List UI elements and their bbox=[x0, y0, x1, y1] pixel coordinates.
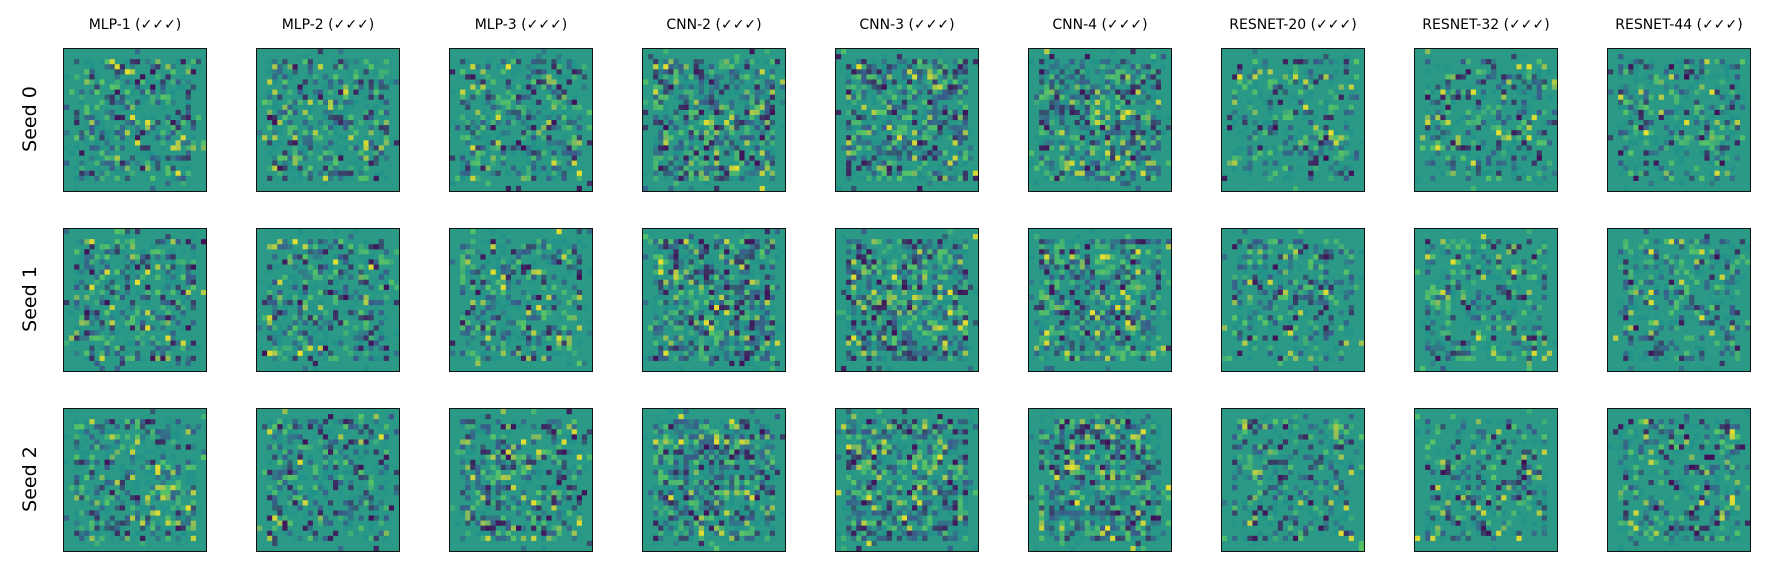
saliency-map-cnn-4-seed-0 bbox=[1028, 48, 1172, 192]
saliency-map-cnn-2-seed-2 bbox=[642, 408, 786, 552]
saliency-map-mlp-2-seed-2 bbox=[256, 408, 400, 552]
saliency-map-resnet-20-seed-1 bbox=[1221, 228, 1365, 372]
column-title-mlp-1: MLP-1 (✓✓✓) bbox=[88, 17, 182, 33]
saliency-map-resnet-32-seed-1 bbox=[1414, 228, 1558, 372]
row-label-seed-1: Seed 1 bbox=[19, 266, 41, 332]
saliency-map-mlp-3-seed-2 bbox=[449, 408, 593, 552]
saliency-map-mlp-2-seed-1 bbox=[256, 228, 400, 372]
column-title-mlp-3: MLP-3 (✓✓✓) bbox=[474, 17, 568, 33]
row-label-seed-0: Seed 0 bbox=[19, 86, 41, 152]
saliency-map-resnet-20-seed-2 bbox=[1221, 408, 1365, 552]
saliency-map-cnn-4-seed-2 bbox=[1028, 408, 1172, 552]
column-title-cnn-3: CNN-3 (✓✓✓) bbox=[859, 17, 955, 33]
saliency-map-cnn-3-seed-2 bbox=[835, 408, 979, 552]
saliency-map-mlp-1-seed-2 bbox=[63, 408, 207, 552]
saliency-map-resnet-32-seed-2 bbox=[1414, 408, 1558, 552]
column-title-cnn-4: CNN-4 (✓✓✓) bbox=[1052, 17, 1148, 33]
saliency-map-mlp-3-seed-0 bbox=[449, 48, 593, 192]
saliency-map-cnn-3-seed-1 bbox=[835, 228, 979, 372]
saliency-map-mlp-3-seed-1 bbox=[449, 228, 593, 372]
saliency-map-mlp-2-seed-0 bbox=[256, 48, 400, 192]
saliency-map-cnn-4-seed-1 bbox=[1028, 228, 1172, 372]
column-title-mlp-2: MLP-2 (✓✓✓) bbox=[281, 17, 375, 33]
column-title-cnn-2: CNN-2 (✓✓✓) bbox=[666, 17, 762, 33]
saliency-map-cnn-3-seed-0 bbox=[835, 48, 979, 192]
column-title-resnet-20: RESNET-20 (✓✓✓) bbox=[1229, 17, 1357, 33]
column-title-resnet-32: RESNET-32 (✓✓✓) bbox=[1422, 17, 1550, 33]
saliency-map-resnet-32-seed-0 bbox=[1414, 48, 1558, 192]
saliency-map-cnn-2-seed-1 bbox=[642, 228, 786, 372]
saliency-map-resnet-20-seed-0 bbox=[1221, 48, 1365, 192]
saliency-map-mlp-1-seed-0 bbox=[63, 48, 207, 192]
column-title-resnet-44: RESNET-44 (✓✓✓) bbox=[1615, 17, 1743, 33]
saliency-map-resnet-44-seed-1 bbox=[1607, 228, 1751, 372]
row-label-seed-2: Seed 2 bbox=[19, 446, 41, 512]
saliency-map-mlp-1-seed-1 bbox=[63, 228, 207, 372]
saliency-map-cnn-2-seed-0 bbox=[642, 48, 786, 192]
saliency-map-resnet-44-seed-0 bbox=[1607, 48, 1751, 192]
saliency-map-resnet-44-seed-2 bbox=[1607, 408, 1751, 552]
